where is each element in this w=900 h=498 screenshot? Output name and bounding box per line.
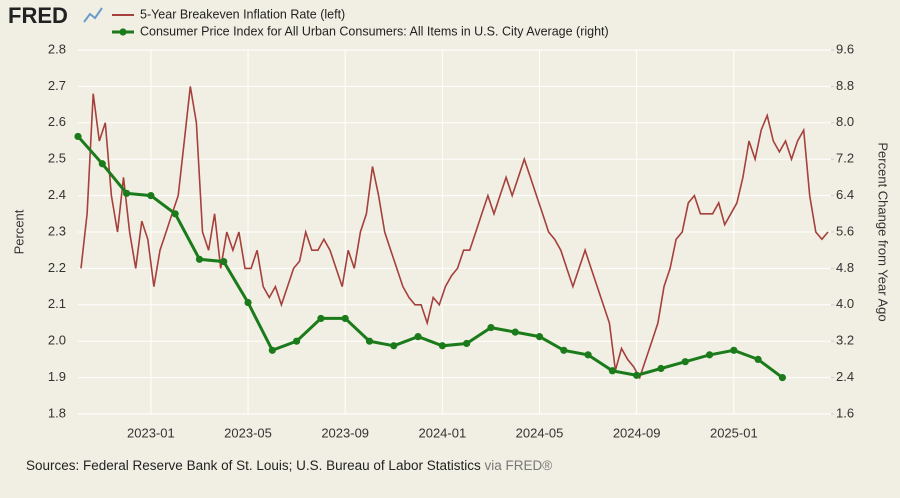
y-tick-label: 2.1 — [48, 296, 66, 311]
series-marker — [195, 255, 204, 263]
x-tick-label: 2024-05 — [516, 425, 564, 440]
x-tick-label: 2023-01 — [127, 425, 175, 440]
x-tick-label: 2025-01 — [710, 425, 758, 440]
series-marker — [705, 351, 714, 359]
series-marker — [414, 333, 422, 341]
series-marker — [633, 371, 641, 379]
y-tick-label: 1.8 — [48, 405, 66, 420]
x-tick-label: 2023-05 — [224, 425, 272, 440]
series-line — [76, 135, 784, 379]
y2-tick-label: 9.6 — [836, 41, 854, 56]
series-marker — [560, 346, 568, 354]
y-tick-label: 2.0 — [48, 333, 66, 348]
y-tick-label: 2.2 — [48, 260, 66, 275]
y2-tick-label: 5.6 — [836, 223, 854, 238]
series-marker — [754, 355, 762, 363]
y-tick-label: 2.4 — [48, 187, 66, 202]
series-marker — [171, 210, 179, 218]
y2-tick-label: 8.0 — [836, 114, 854, 129]
series-marker — [268, 346, 276, 354]
y-tick-label: 2.8 — [48, 41, 66, 56]
legend-label: 5-Year Breakeven Inflation Rate (left) — [140, 7, 345, 21]
series-marker — [463, 339, 471, 348]
x-tick-label: 2024-01 — [418, 425, 466, 440]
y2-tick-label: 6.4 — [836, 187, 854, 202]
series-marker — [390, 342, 398, 350]
y2-tick-label: 1.6 — [836, 405, 854, 420]
series-marker — [74, 132, 82, 141]
x-tick-label: 2024-09 — [613, 425, 661, 440]
series-marker — [365, 337, 374, 345]
series-marker — [220, 257, 228, 266]
series-marker — [244, 298, 252, 307]
legend-label: Consumer Price Index for All Urban Consu… — [140, 24, 609, 38]
y2-tick-label: 3.2 — [836, 333, 854, 348]
x-tick-label: 2023-09 — [321, 425, 369, 440]
series-marker — [317, 314, 325, 323]
series-marker — [122, 189, 131, 197]
series-marker — [341, 314, 349, 323]
y2-tick-label: 4.0 — [836, 296, 854, 311]
series-marker — [438, 342, 446, 350]
series-marker — [535, 333, 544, 341]
logo-icon — [83, 7, 103, 23]
y2-tick-label: 8.8 — [836, 78, 854, 93]
series-marker — [608, 367, 616, 375]
y-tick-label: 2.5 — [48, 151, 66, 166]
y2-tick-label: 7.2 — [836, 151, 854, 166]
series-marker — [511, 328, 519, 336]
y-tick-label: 2.7 — [48, 78, 66, 93]
y2-axis-label: Percent Change from Year Ago — [876, 142, 891, 321]
y-tick-label: 1.9 — [48, 369, 66, 384]
source-text: Sources: Federal Reserve Bank of St. Lou… — [26, 458, 481, 473]
source-via: via FRED® — [485, 458, 553, 473]
series-marker — [147, 192, 155, 200]
y-tick-label: 2.3 — [48, 223, 66, 238]
y2-tick-label: 2.4 — [836, 369, 854, 384]
series-line — [80, 86, 829, 380]
y-axis-label: Percent — [11, 209, 26, 254]
series-marker — [730, 346, 738, 354]
y2-tick-label: 4.8 — [836, 260, 854, 275]
series-marker — [681, 358, 689, 366]
y-tick-label: 2.6 — [48, 114, 66, 129]
legend-marker — [119, 28, 127, 36]
series-marker — [584, 351, 592, 359]
series-marker — [98, 160, 106, 168]
series-marker — [293, 337, 301, 345]
series-marker — [778, 374, 787, 382]
series-marker — [657, 364, 665, 373]
series-marker — [487, 323, 495, 332]
source: Sources: Federal Reserve Bank of St. Lou… — [26, 458, 552, 473]
logo: FRED — [8, 3, 68, 28]
